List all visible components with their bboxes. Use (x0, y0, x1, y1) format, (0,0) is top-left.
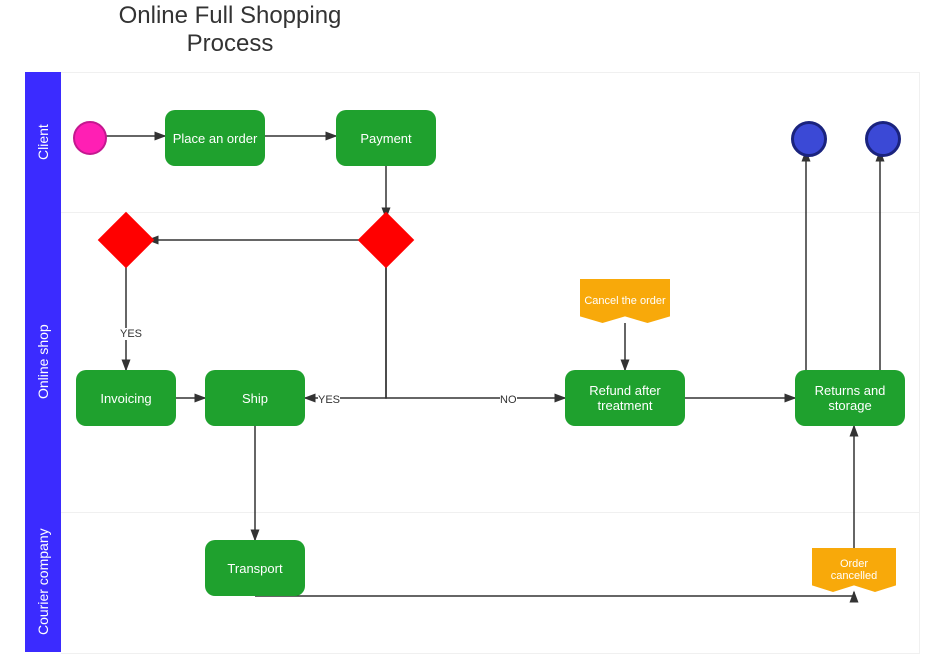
task-order: Place an order (165, 110, 265, 166)
edge-label-gw2-invoicing: YES (120, 328, 142, 340)
lane-header-shop: Online shop (25, 212, 61, 512)
task-returns: Returns and storage (795, 370, 905, 426)
task-transport: Transport (205, 540, 305, 596)
lane-body-courier (61, 512, 920, 654)
lane-label: Courier company (35, 529, 51, 636)
swimlane-pool: Client Online shop Courier company (25, 72, 920, 652)
edge-label-gw1-refund: NO (500, 394, 517, 406)
edge-label-gw1-ship: YES (318, 394, 340, 406)
end-event-end1 (791, 121, 827, 157)
task-invoicing: Invoicing (76, 370, 176, 426)
diagram-title: Online Full Shopping Process (80, 2, 380, 57)
lane-label: Client (35, 124, 51, 160)
lane-label: Online shop (35, 325, 51, 400)
lane-body-shop (61, 212, 920, 513)
task-ship: Ship (205, 370, 305, 426)
lane-header-client: Client (25, 72, 61, 212)
end-event-end2 (865, 121, 901, 157)
document-cancelDoc: Cancel the order (580, 279, 670, 323)
start-event (73, 121, 107, 155)
diagram-canvas: Online Full Shopping Process Client Onli… (0, 0, 936, 668)
lane-header-courier: Courier company (25, 512, 61, 652)
task-payment: Payment (336, 110, 436, 166)
task-refund: Refund after treatment (565, 370, 685, 426)
